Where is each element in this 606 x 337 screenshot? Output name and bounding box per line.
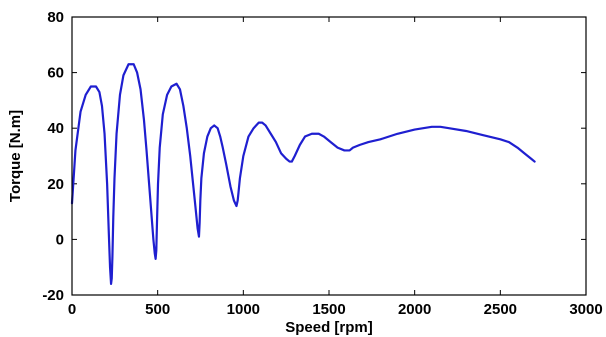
x-tick-label: 2500 [484,301,517,318]
x-tick-label: 1000 [227,301,260,318]
y-tick-label: 20 [47,176,64,193]
plot-frame [71,16,587,296]
y-tick-label: -20 [42,287,64,304]
x-axis-label: Speed [rpm] [285,319,373,336]
y-tick-label: 0 [56,231,64,248]
series-line [70,63,536,285]
x-tick-label: 0 [68,301,76,318]
x-tick-label: 1500 [312,301,345,318]
y-tick-label: 80 [47,9,64,26]
x-tick-label: 3000 [569,301,602,318]
x-tick-label: 2000 [398,301,431,318]
x-tick-label: 500 [145,301,170,318]
y-axis-label: Torque [N.m] [7,110,24,202]
y-tick-label: 40 [47,120,64,137]
y-tick-label: 60 [47,65,64,82]
